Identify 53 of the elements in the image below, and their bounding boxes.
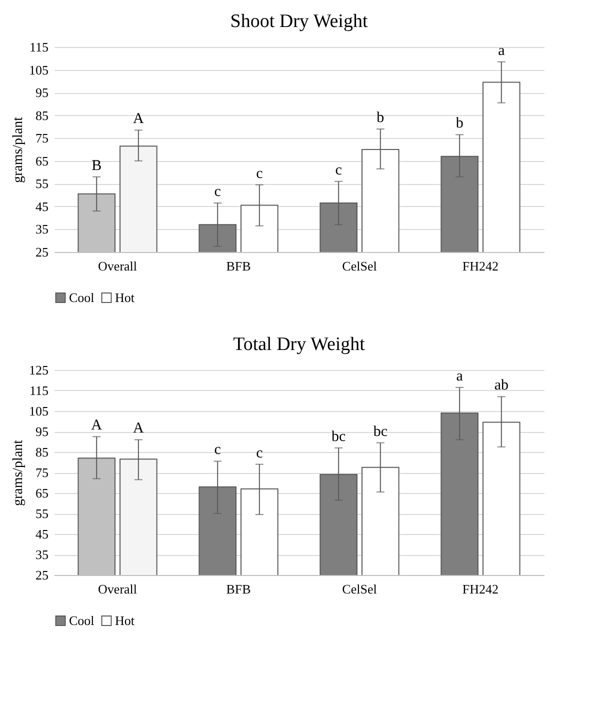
x-tick-label: BFB	[226, 582, 252, 596]
y-tick-label: 125	[29, 362, 48, 378]
data-label: c	[256, 445, 264, 462]
legend-label: Cool	[69, 612, 95, 628]
y-tick-label: 85	[36, 444, 48, 460]
data-label: A	[133, 111, 144, 128]
data-label: c	[256, 166, 264, 182]
y-tick-label: 75	[36, 465, 48, 480]
data-label: B	[92, 158, 102, 174]
y-tick-label: 45	[36, 526, 48, 542]
y-tick-label: 65	[36, 486, 48, 500]
y-axis-title: grams/plant	[11, 116, 26, 184]
legend-label: Hot	[115, 290, 135, 305]
data-label: c	[214, 442, 222, 458]
chart-title: Shoot Dry Weight	[230, 11, 368, 32]
legend-label: Hot	[115, 612, 135, 628]
x-tick-label: Overall	[98, 258, 138, 274]
data-label: A	[133, 420, 144, 437]
data-label: c	[214, 184, 222, 200]
y-tick-label: 65	[36, 153, 48, 168]
x-tick-label: CelSel	[342, 582, 378, 596]
y-tick-label: 105	[29, 62, 48, 78]
y-axis-title: grams/plant	[11, 440, 26, 506]
data-label: b	[376, 110, 384, 126]
data-label: a	[498, 42, 506, 59]
y-tick-label: 105	[29, 404, 48, 418]
data-label: a	[456, 368, 464, 384]
y-tick-label: 75	[36, 130, 48, 146]
data-label: b	[456, 116, 464, 132]
x-tick-label: CelSel	[342, 258, 378, 274]
y-tick-label: 55	[36, 176, 48, 192]
y-tick-label: 115	[29, 40, 48, 54]
data-label: c	[335, 162, 342, 178]
y-tick-label: 115	[29, 383, 48, 398]
y-tick-label: 85	[36, 108, 48, 123]
y-tick-label: 55	[36, 506, 48, 521]
data-label: bc	[373, 424, 388, 440]
data-label: bc	[331, 428, 346, 445]
legend-label: Cool	[69, 290, 95, 305]
y-tick-label: 95	[36, 85, 48, 100]
data-label: A	[91, 418, 102, 434]
chart-title: Total Dry Weight	[233, 334, 366, 355]
y-tick-label: 45	[36, 198, 48, 214]
data-label: ab	[494, 378, 508, 394]
x-tick-label: FH242	[462, 582, 499, 596]
x-tick-label: BFB	[226, 258, 252, 274]
y-tick-label: 35	[36, 222, 48, 237]
x-tick-label: Overall	[98, 582, 138, 596]
x-tick-label: FH242	[462, 258, 499, 274]
y-tick-label: 25	[36, 244, 48, 260]
y-tick-label: 95	[36, 424, 48, 439]
y-tick-label: 35	[36, 547, 48, 562]
y-tick-label: 25	[36, 568, 48, 582]
